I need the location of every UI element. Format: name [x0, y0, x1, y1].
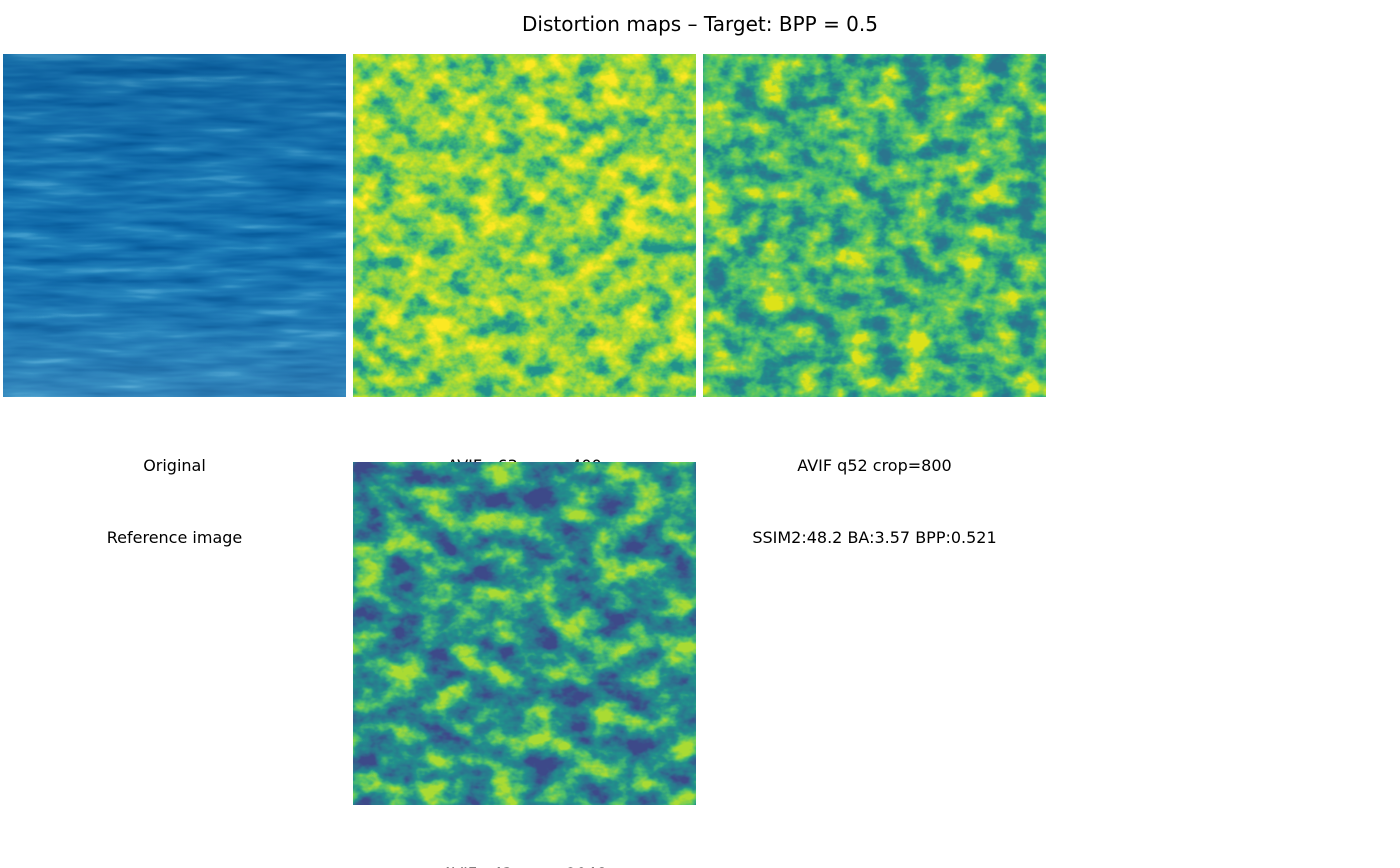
- distortion-map-q43: [353, 462, 696, 805]
- panel-caption: Original Reference image: [3, 406, 346, 598]
- caption-line1: AVIF q52 crop=800: [797, 456, 952, 475]
- caption-line2: Reference image: [106, 528, 243, 547]
- panel-avif-q43: AVIF q43 crop=2048 SSIM2:29.1 BA:4.31 BP…: [353, 462, 696, 868]
- panel-avif-q52: AVIF q52 crop=800 SSIM2:48.2 BA:3.57 BPP…: [703, 54, 1046, 547]
- caption-line2: SSIM2:48.2 BA:3.57 BPP:0.521: [752, 528, 997, 547]
- figure-title: Distortion maps – Target: BPP = 0.5: [521, 12, 878, 36]
- panel-avif-q63: AVIF q63 crop=400 SSIM2:64.0 BA:2.46 BPP…: [353, 54, 696, 547]
- distortion-map-q63: [353, 54, 696, 397]
- panel-caption: AVIF q52 crop=800 SSIM2:48.2 BA:3.57 BPP…: [703, 406, 1046, 598]
- distortion-map-q52: [703, 54, 1046, 397]
- caption-line1: Original: [143, 456, 206, 475]
- caption-line1: AVIF q43 crop=2048: [353, 862, 696, 868]
- panel-caption: AVIF q43 crop=2048 SSIM2:29.1 BA:4.31 BP…: [353, 814, 696, 868]
- reference-image: [3, 54, 346, 397]
- panel-original: Original Reference image: [3, 54, 346, 547]
